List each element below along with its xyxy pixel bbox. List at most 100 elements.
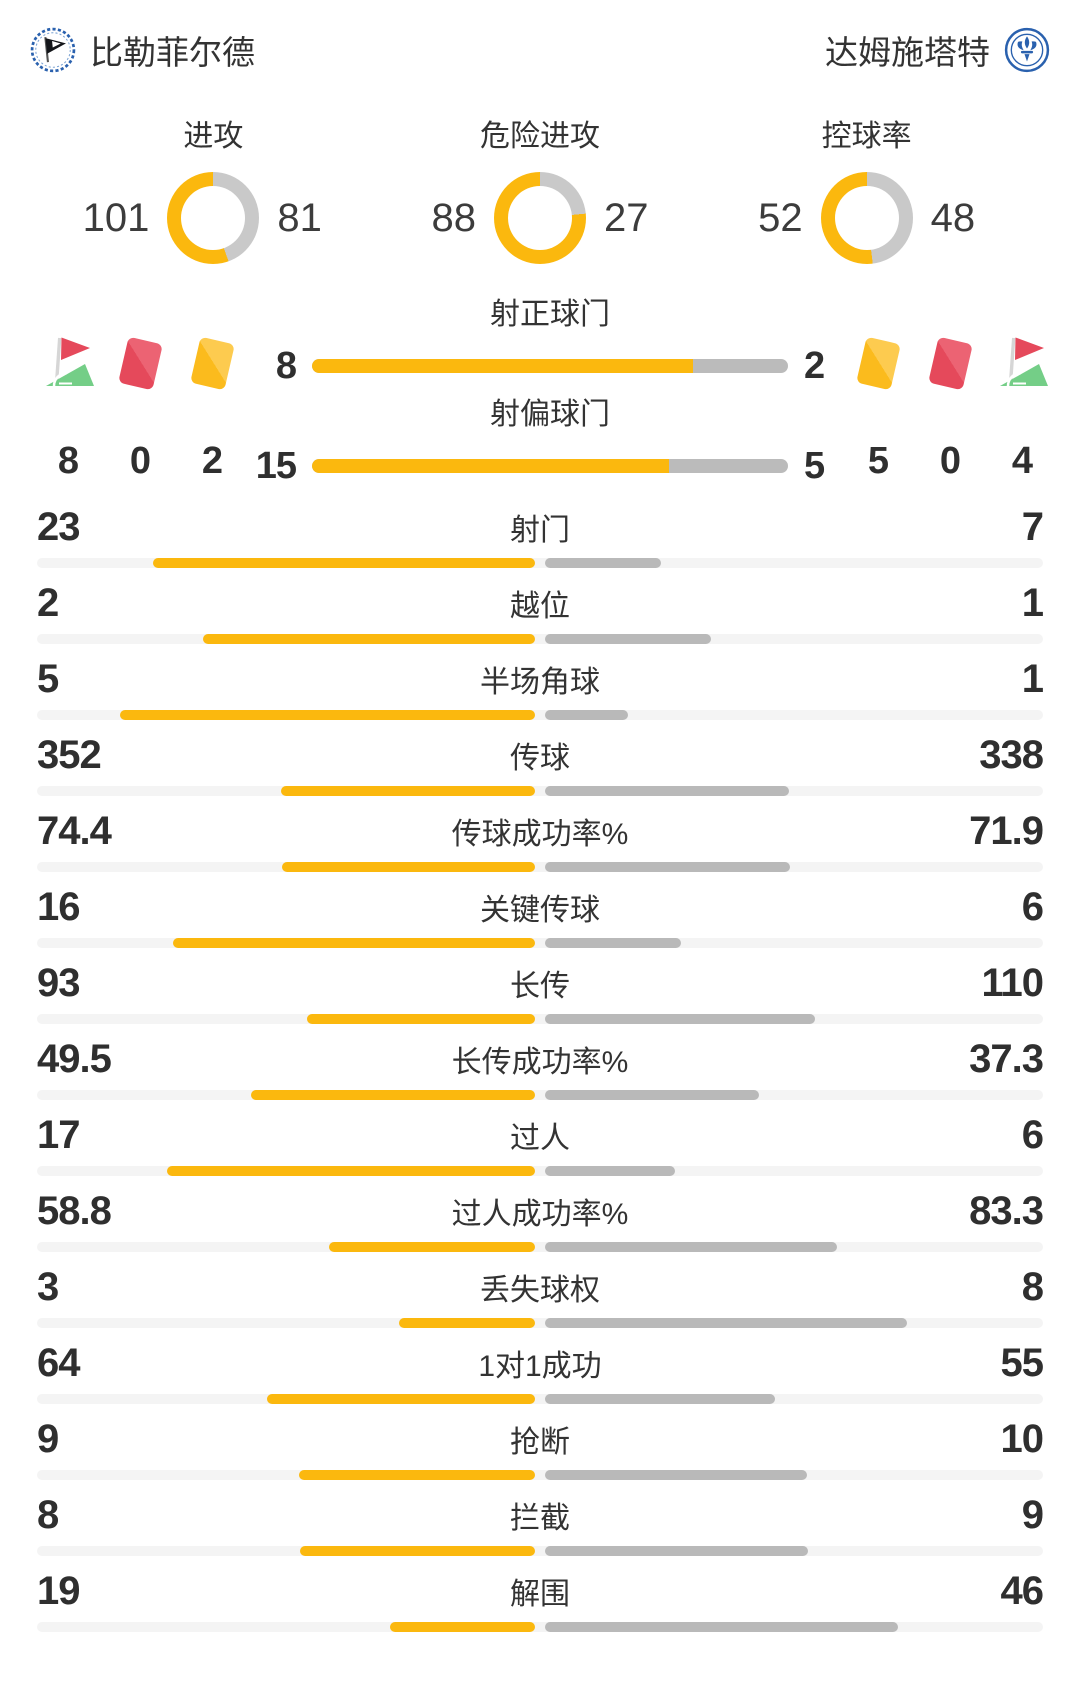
away-team[interactable]: 达姆施塔特 [825, 26, 1050, 74]
stat-bar-away-fill [545, 862, 790, 872]
stat-bar [37, 1014, 1043, 1024]
stat-bar-away-fill [545, 1394, 776, 1404]
donut-title: 控球率 [821, 120, 912, 153]
stat-label: 过人成功率% [451, 1198, 629, 1231]
away-discipline-counts: 5 0 4 [848, 440, 1052, 483]
stat-away-value: 37.3 [969, 1036, 1044, 1081]
stat-label: 1对1成功 [478, 1350, 602, 1383]
donut-title: 危险进攻 [480, 120, 600, 153]
stat-bar [37, 710, 1043, 720]
stat-home-value: 352 [37, 732, 102, 777]
stat-home-value: 74.4 [37, 808, 112, 853]
stat-row: 16 关键传球 6 [37, 882, 1044, 958]
stat-home-value: 8 [37, 1492, 59, 1537]
home-team[interactable]: 比勒菲尔德 [30, 26, 255, 74]
stat-label: 长传 [510, 970, 570, 1003]
stat-home-value: 9 [37, 1416, 59, 1461]
yellow-card-icon [189, 336, 235, 390]
stat-label: 抢断 [510, 1426, 570, 1459]
shots-off-target-home-fill [312, 459, 669, 473]
corner-flag-icon [46, 337, 94, 387]
stat-away-value: 83.3 [969, 1188, 1044, 1233]
donut-charts: 进攻 101 81 危险进攻 88 27 控球率 52 48 [0, 116, 1080, 264]
home-yellow-card-count: 2 [201, 440, 223, 482]
stat-away-value: 7 [1021, 504, 1044, 549]
stat-bar [37, 1166, 1043, 1176]
donut-away-value: 48 [930, 195, 976, 240]
stat-home-value: 23 [37, 504, 81, 549]
stat-home-value: 19 [37, 1568, 81, 1613]
stat-away-value: 1 [1021, 656, 1044, 701]
stat-row: 8 拦截 9 [37, 1490, 1044, 1566]
stats-list: 23 射门 7 2 越位 1 5 半场角球 1 352 传球 338 74.4 传球成功率% 71.9 16 关… [0, 502, 1080, 1642]
stat-away-value: 8 [1021, 1264, 1044, 1309]
shots-on-target-title: 射正球门 [490, 298, 610, 331]
shots-off-target-home: 15 [255, 444, 297, 487]
stat-row: 74.4 传球成功率% 71.9 [37, 806, 1044, 882]
stat-bar-home-fill [399, 1318, 535, 1328]
stat-bar-away-fill [545, 786, 790, 796]
stat-row: 352 传球 338 [37, 730, 1044, 806]
stat-bar-away-fill [545, 558, 662, 568]
stat-label: 射门 [510, 514, 570, 547]
donut-dangerous-attacks: 危险进攻 88 27 [377, 116, 704, 264]
stat-bar-home-fill [300, 1546, 535, 1556]
away-discipline-icons [848, 334, 1052, 392]
stat-bar-away-fill [545, 1318, 908, 1328]
stat-bar-away-fill [545, 1090, 760, 1100]
stat-bar-home-fill [298, 1470, 535, 1480]
shots-on-target-away: 2 [804, 344, 825, 387]
stat-home-value: 16 [37, 884, 81, 929]
donut-ring [167, 172, 260, 264]
stat-row: 58.8 过人成功率% 83.3 [37, 1186, 1044, 1262]
donut-title: 进攻 [183, 120, 244, 153]
stat-bar [37, 1394, 1043, 1404]
darmstadt-logo-icon [1004, 27, 1050, 73]
stat-bar [37, 634, 1043, 644]
stat-bar-away-fill [545, 634, 711, 644]
stat-row: 49.5 长传成功率% 37.3 [37, 1034, 1044, 1110]
stat-bar-home-fill [166, 1166, 535, 1176]
stat-bar [37, 786, 1043, 796]
stat-bar-home-fill [328, 1242, 535, 1252]
stat-home-value: 5 [37, 656, 59, 701]
donut-away-value: 81 [277, 195, 322, 240]
stat-home-value: 64 [37, 1340, 81, 1385]
stat-away-value: 6 [1021, 1112, 1044, 1157]
shots-and-discipline: 8 0 2 5 0 4 射正球门 [0, 294, 1080, 487]
stat-bar-away-fill [545, 1470, 807, 1480]
stat-home-value: 49.5 [37, 1036, 112, 1081]
stat-bar [37, 938, 1043, 948]
shots-off-target-bar [312, 459, 788, 473]
stat-bar [37, 1622, 1043, 1632]
stat-bar-home-fill [281, 786, 535, 796]
stat-home-value: 93 [37, 960, 81, 1005]
stat-bar-away-fill [545, 1014, 815, 1024]
bielefeld-logo-icon [30, 27, 76, 73]
stat-row: 64 1对1成功 55 [37, 1338, 1045, 1414]
stat-bar-home-fill [202, 634, 535, 644]
home-discipline-icons [38, 334, 242, 392]
stat-bar-away-fill [545, 1242, 837, 1252]
stat-bar-away-fill [545, 710, 629, 720]
stat-bar [37, 1470, 1043, 1480]
stat-label: 传球成功率% [451, 818, 629, 851]
stat-row: 23 射门 7 [37, 502, 1044, 578]
stat-bar [37, 862, 1043, 872]
stat-away-value: 1 [1021, 580, 1044, 625]
shot-bars: 射正球门 8 2 射偏球门 15 5 [232, 294, 868, 494]
home-corner-count: 8 [57, 440, 79, 482]
stat-bar-home-fill [172, 938, 535, 948]
stat-bar-home-fill [267, 1394, 535, 1404]
shots-off-target-row: 15 5 [232, 442, 868, 490]
stat-bar-away-fill [545, 1622, 898, 1632]
donut-home-value: 52 [758, 195, 803, 240]
stat-bar-away-fill [545, 1166, 675, 1176]
stat-row: 9 抢断 10 [37, 1414, 1044, 1490]
stat-away-value: 55 [1000, 1340, 1045, 1385]
stat-home-value: 17 [37, 1112, 81, 1157]
stat-bar [37, 1242, 1043, 1252]
away-team-name: 达姆施塔特 [825, 34, 990, 71]
stat-row: 17 过人 6 [37, 1110, 1044, 1186]
donut-home-value: 101 [82, 195, 150, 240]
